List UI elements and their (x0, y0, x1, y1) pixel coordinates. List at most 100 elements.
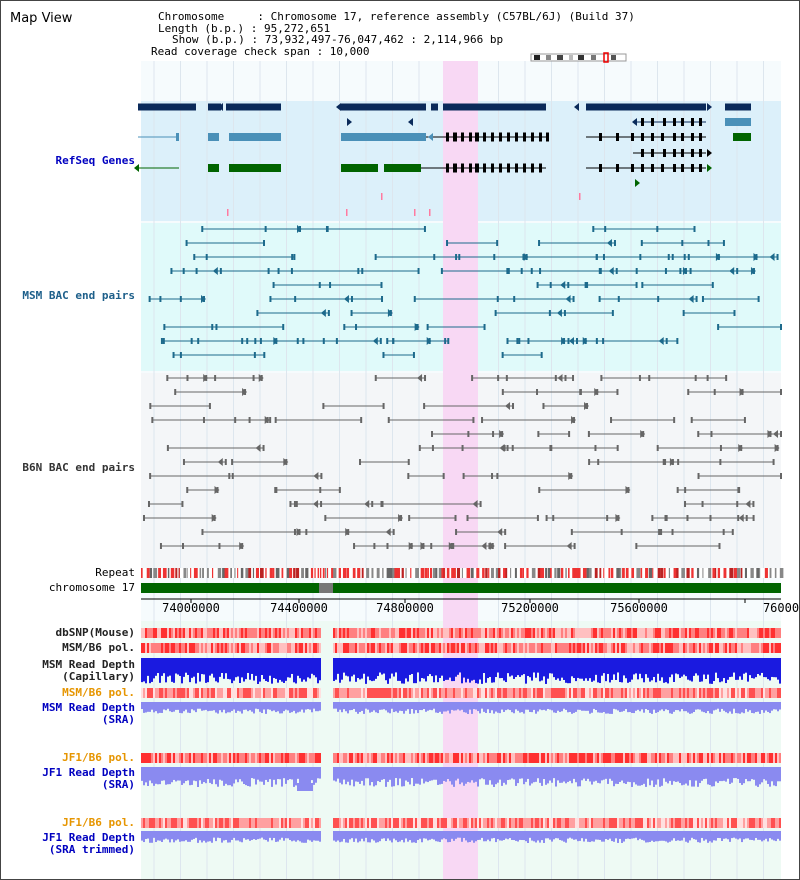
msm-b6-pol-heat (731, 643, 733, 653)
track-label-jf1-b6-pol-trimmed[interactable]: JF1/B6 pol. (62, 816, 135, 829)
jf1-read-depth-sra (313, 767, 315, 785)
msm-read-depth-capillary (611, 658, 613, 680)
jf1-b6-pol-trim-heat (221, 818, 223, 828)
repeat-mark (186, 568, 188, 578)
msm-b6-pol-heat (525, 643, 527, 653)
jf1-b6-pol-trim-heat (271, 818, 273, 828)
jf1-b6-pol-heat (533, 753, 535, 763)
msm-read-depth-capillary (301, 658, 303, 682)
jf1-b6-pol-heat (307, 753, 309, 763)
dbsnp-heat (203, 628, 205, 638)
msm-read-depth-sra (355, 702, 357, 712)
jf1-b6-pol-heat (387, 753, 389, 763)
msm-read-depth-sra (265, 702, 267, 714)
jf1-read-depth-sra (727, 767, 729, 779)
msm-read-depth-sra (553, 702, 555, 713)
msm-b6-pol-sra-heat (413, 688, 415, 698)
msm-read-depth-capillary (199, 658, 201, 682)
dbsnp-heat (215, 628, 217, 638)
msm-read-depth-capillary (403, 658, 405, 684)
jf1-read-depth-sra (349, 767, 351, 786)
jf1-read-depth-trimmed (259, 831, 261, 839)
msm-read-depth-capillary (537, 658, 539, 673)
jf1-b6-pol-heat (237, 753, 239, 763)
msm-b6-pol-heat (777, 643, 779, 653)
dbsnp-heat (229, 628, 231, 638)
track-label-msm-b6-pol-sra[interactable]: MSM/B6 pol. (62, 686, 135, 699)
jf1-read-depth-trimmed (669, 831, 671, 842)
jf1-read-depth-trimmed (549, 831, 551, 840)
jf1-read-depth-sra (471, 767, 473, 781)
b6n-bac-pair (373, 543, 376, 549)
gene-exon (546, 132, 549, 142)
jf1-read-depth-sra (725, 767, 727, 782)
msm-b6-pol-sra-heat (199, 688, 201, 698)
b6n-bac-pair (752, 515, 755, 521)
jf1-read-depth-sra (597, 767, 599, 783)
b6n-bac-pair (597, 459, 600, 465)
msm-read-depth-sra (295, 702, 297, 714)
msm-read-depth-sra (457, 702, 459, 710)
jf1-b6-pol-heat (561, 753, 563, 763)
dbsnp-heat (705, 628, 707, 638)
msm-b6-pol-heat (275, 643, 277, 653)
msm-b6-pol-heat (171, 643, 173, 653)
dbsnp-heat (743, 628, 745, 638)
msm-read-depth-sra (701, 702, 703, 712)
msm-b6-pol-heat (281, 643, 283, 653)
msm-b6-pol-heat (169, 643, 171, 653)
msm-b6-pol-heat (443, 643, 445, 653)
track-label-msm-b6-pol[interactable]: MSM/B6 pol. (62, 641, 135, 654)
msm-read-depth-capillary (427, 658, 429, 677)
track-label-jf1-b6-pol[interactable]: JF1/B6 pol. (62, 751, 135, 764)
msm-read-depth-sra (555, 702, 557, 713)
msm-read-depth-capillary (383, 658, 385, 674)
msm-b6-pol-heat (345, 643, 347, 653)
dbsnp-heat (313, 628, 315, 638)
track-label-dbsnp[interactable]: dbSNP(Mouse) (55, 626, 135, 639)
jf1-read-depth-sra (551, 767, 553, 783)
jf1-b6-pol-trim-heat (605, 818, 607, 828)
jf1-b6-pol-heat (535, 753, 537, 763)
msm-b6-pol-heat (531, 643, 533, 653)
jf1-b6-pol-trim-heat (451, 818, 453, 828)
jf1-read-depth-trimmed (477, 831, 479, 840)
track-label-chromosome[interactable]: chromosome 17 (48, 581, 135, 594)
track-label-b6n-bac[interactable]: B6N BAC end pairs (22, 461, 135, 474)
msm-read-depth-capillary (771, 658, 773, 677)
track-label-repeat[interactable]: Repeat (95, 566, 135, 579)
track-label-msm-bac[interactable]: MSM BAC end pairs (22, 289, 135, 302)
msm-b6-pol-heat (547, 643, 549, 653)
track-label-refseq-genes[interactable]: RefSeq Genes (55, 154, 135, 167)
jf1-b6-pol-heat (725, 753, 727, 763)
jf1-b6-pol-heat (499, 753, 501, 763)
jf1-b6-pol-trim-heat (759, 818, 761, 828)
msm-bac-pair (539, 268, 542, 274)
jf1-read-depth-sra (653, 767, 655, 787)
jf1-read-depth-sra (407, 767, 409, 782)
strand-arrow (606, 239, 612, 247)
track-label-msm-read-depth-capillary[interactable]: MSM Read Depth (Capillary) (1, 659, 135, 683)
msm-bac-pair (584, 282, 587, 288)
msm-b6-pol-heat (195, 643, 197, 653)
repeat-mark (333, 568, 337, 578)
msm-b6-pol-heat (363, 643, 365, 653)
dbsnp-heat (755, 628, 757, 638)
track-label-jf1-read-depth-sra[interactable]: JF1 Read Depth (SRA) (1, 767, 135, 791)
msm-b6-pol-heat (595, 643, 597, 653)
track-label-jf1-read-depth-trimmed[interactable]: JF1 Read Depth (SRA trimmed) (1, 832, 135, 856)
msm-b6-pol-heat (685, 643, 687, 653)
msm-b6-pol-heat (219, 643, 221, 653)
jf1-b6-pol-trim-heat (177, 818, 179, 828)
msm-b6-pol-sra-heat (203, 688, 205, 698)
jf1-read-depth-trimmed (281, 831, 283, 838)
jf1-read-depth-trimmed (367, 831, 369, 843)
msm-b6-pol-heat (197, 643, 199, 653)
jf1-b6-pol-heat (201, 753, 203, 763)
msm-read-depth-sra (213, 702, 215, 711)
b6n-bac-pair (452, 543, 455, 549)
track-label-msm-read-depth-sra[interactable]: MSM Read Depth (SRA) (1, 702, 135, 726)
dbsnp-heat (733, 628, 735, 638)
gene-exon (384, 164, 421, 172)
